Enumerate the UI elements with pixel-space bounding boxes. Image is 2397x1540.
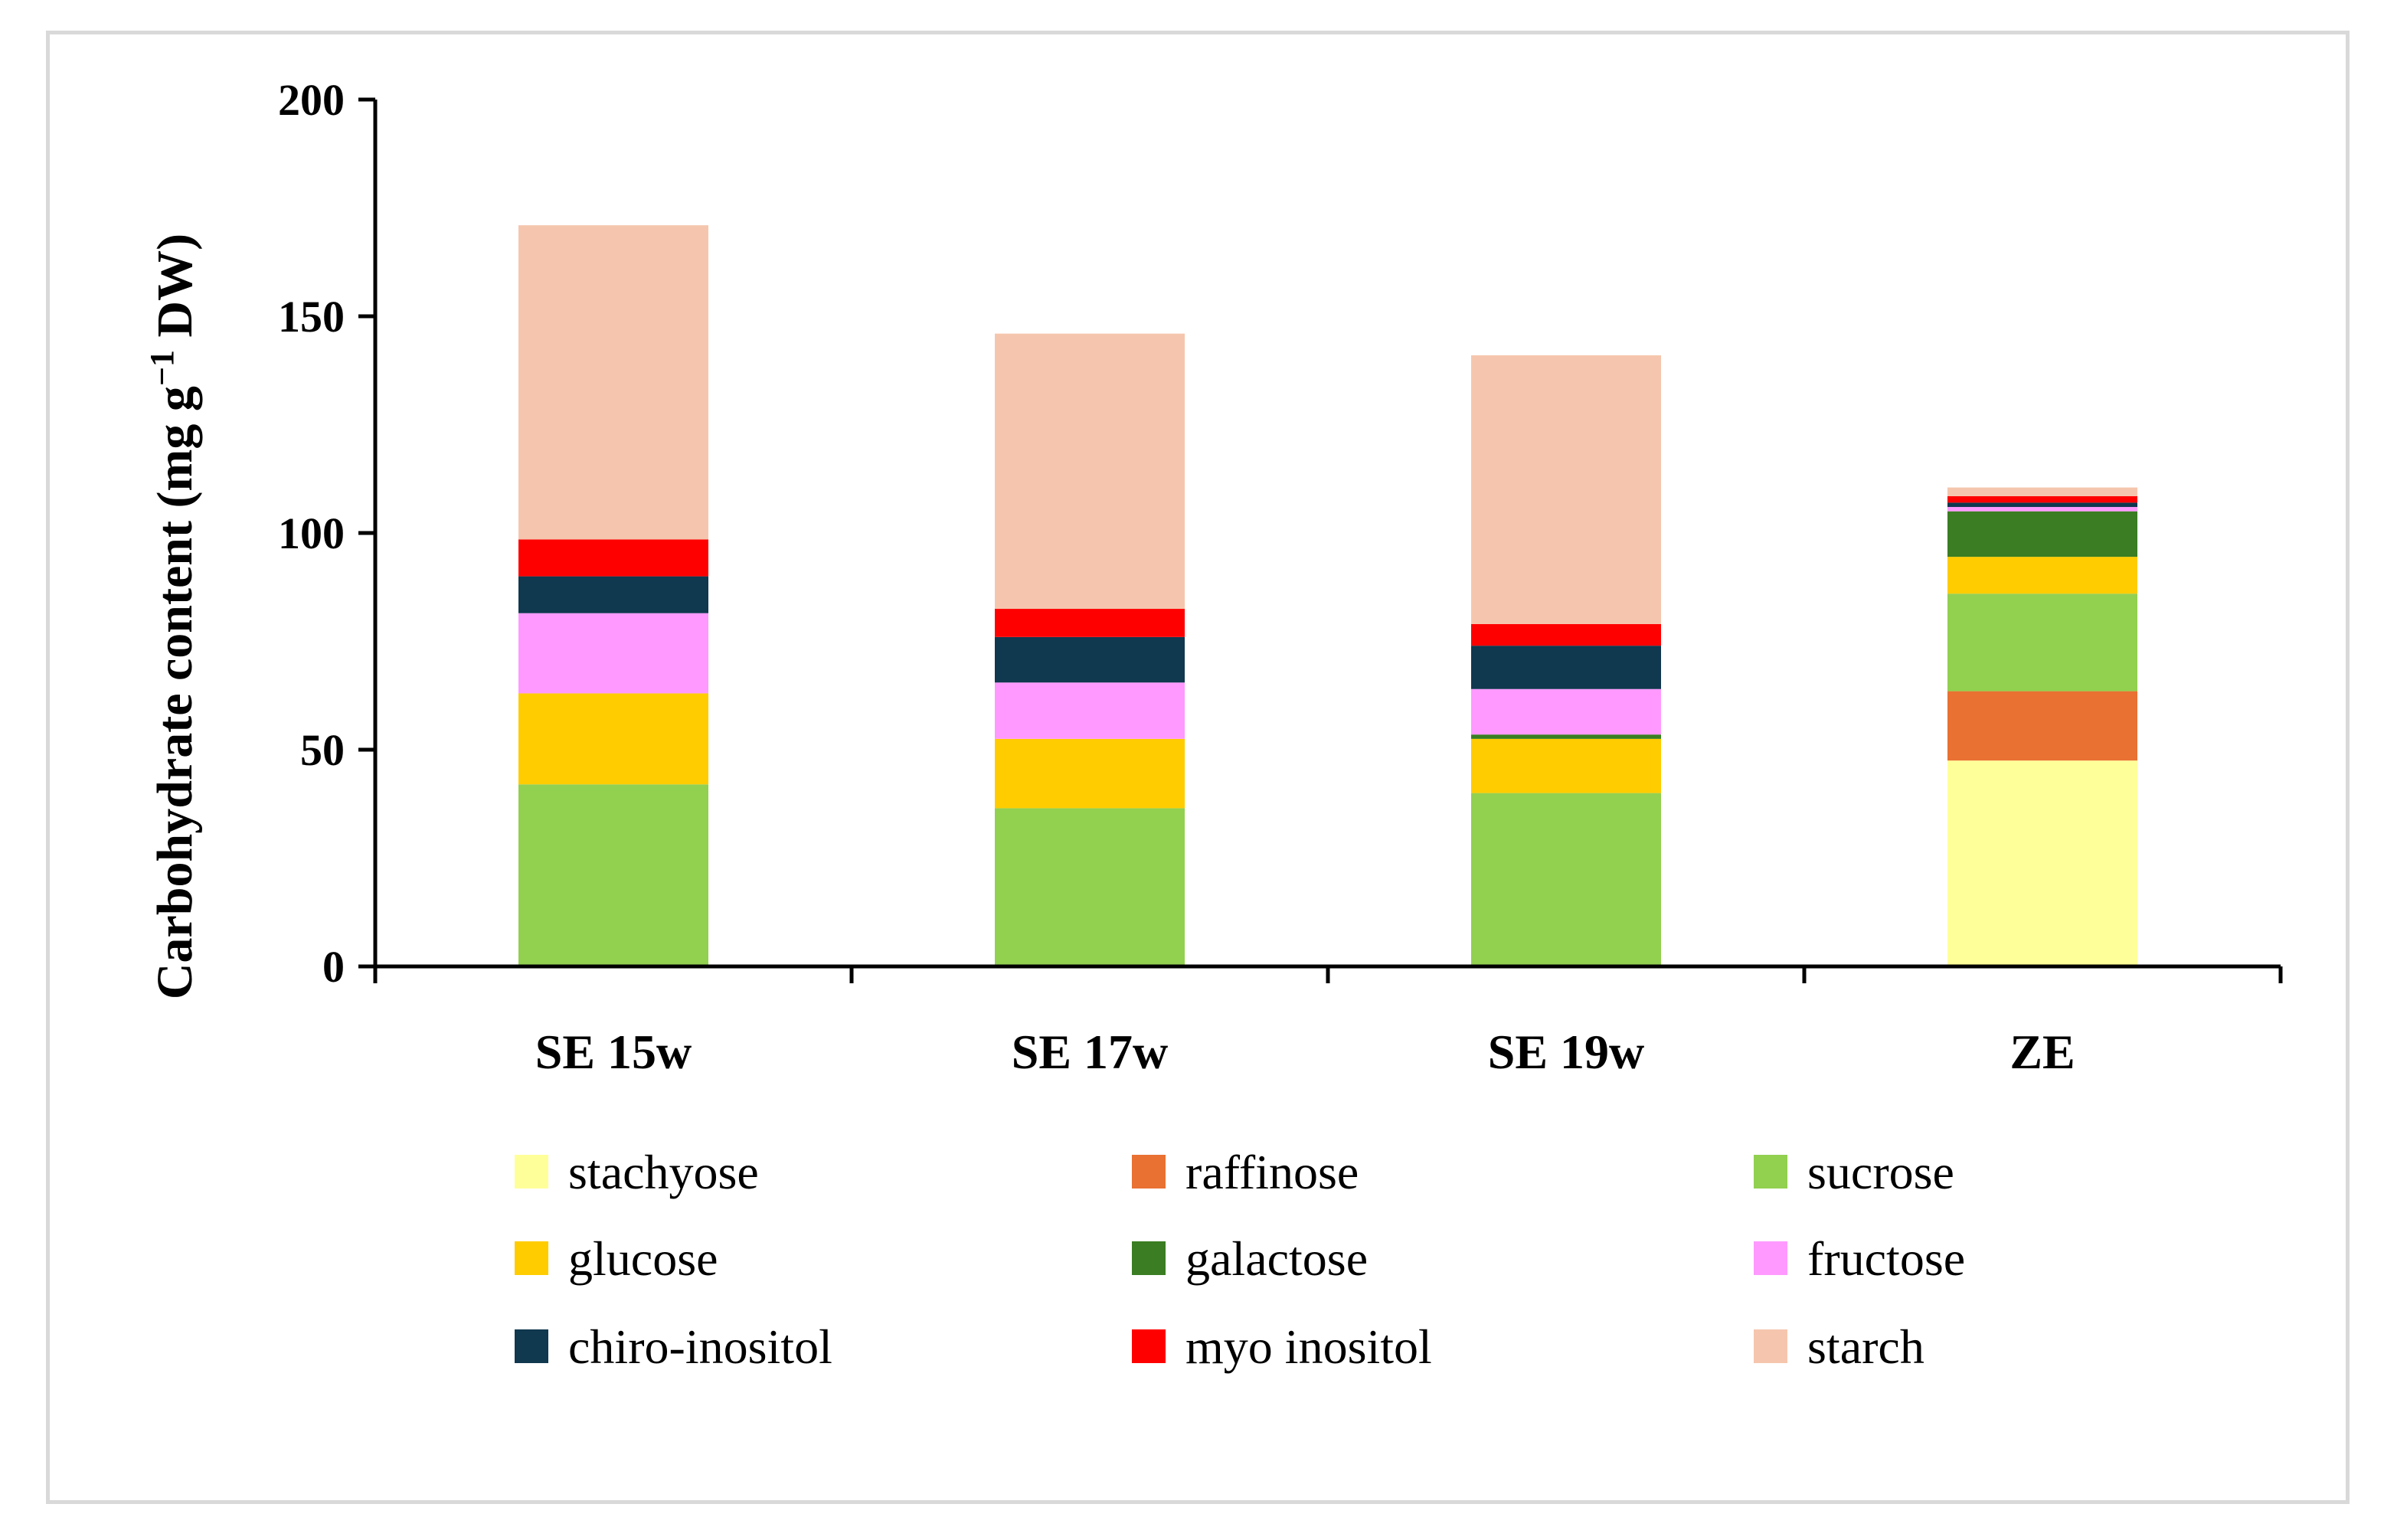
legend-swatch-myo-inositol: [1132, 1329, 1166, 1363]
bar-segment-chiro-inositol-se-15w: [518, 576, 708, 613]
y-tick-label: 150: [278, 292, 345, 342]
bar-segment-glucose-se-17w: [995, 738, 1185, 809]
bar-segment-starch-se-17w: [995, 333, 1185, 610]
legend-label-sucrose: sucrose: [1807, 1145, 1954, 1199]
bar-segment-chiro-inositol-ze: [1947, 502, 2137, 508]
bar-segment-myo-inositol-se-17w: [995, 609, 1185, 637]
legend-label-stachyose: stachyose: [568, 1145, 759, 1199]
x-tick-label: SE 17w: [1012, 1025, 1169, 1079]
legend-label-starch: starch: [1807, 1319, 1924, 1374]
bar-segment-starch-se-15w: [518, 225, 708, 540]
y-axis-label-group: Carbohydrate content (mg g−1 DW): [143, 234, 204, 999]
y-tick-label: 50: [300, 725, 345, 775]
legend-label-myo-inositol: myo inositol: [1185, 1319, 1432, 1374]
bar-segment-fructose-se-17w: [995, 682, 1185, 739]
legend-label-raffinose: raffinose: [1185, 1145, 1359, 1199]
bar-segment-glucose-se-19w: [1471, 738, 1661, 793]
legend-label-fructose: fructose: [1807, 1231, 1965, 1286]
bar-segment-fructose-se-15w: [518, 613, 708, 694]
legend-swatch-sucrose: [1754, 1155, 1787, 1189]
legend-swatch-fructose: [1754, 1241, 1787, 1275]
legend-label-glucose: glucose: [568, 1231, 718, 1286]
bar-segment-fructose-ze: [1947, 507, 2137, 512]
x-tick-label: SE 19w: [1488, 1025, 1645, 1079]
bar-segment-glucose-ze: [1947, 557, 2137, 594]
bar-segment-myo-inositol-ze: [1947, 495, 2137, 503]
bar-segment-chiro-inositol-se-17w: [995, 636, 1185, 683]
y-tick-label: 0: [322, 942, 345, 992]
x-tick-label: ZE: [2009, 1025, 2075, 1079]
y-axis-label-suffix: DW): [147, 234, 203, 350]
legend-swatch-raffinose: [1132, 1155, 1166, 1189]
y-tick-label: 200: [278, 75, 345, 125]
bar-segment-chiro-inositol-se-19w: [1471, 646, 1661, 689]
legend: stachyose raffinose sucrose glucose galactos…: [515, 1145, 1965, 1374]
y-axis-label: Carbohydrate content (mg g−1 DW): [143, 234, 204, 999]
bar-segment-myo-inositol-se-19w: [1471, 623, 1661, 646]
bar-segment-glucose-se-15w: [518, 693, 708, 785]
legend-label-galactose: galactose: [1185, 1231, 1368, 1286]
legend-swatch-starch: [1754, 1329, 1787, 1363]
legend-label-chiro-inositol: chiro-inositol: [568, 1319, 832, 1374]
bar-segment-myo-inositol-se-15w: [518, 539, 708, 577]
legend-swatch-chiro-inositol: [515, 1329, 548, 1363]
y-axis-label-main: Carbohydrate content (mg g: [147, 386, 203, 999]
legend-swatch-stachyose: [515, 1155, 548, 1189]
bar-segment-raffinose-ze: [1947, 691, 2137, 761]
x-tick-label: SE 15w: [535, 1025, 692, 1079]
bar-segment-sucrose-se-19w: [1471, 793, 1661, 966]
bar-segment-sucrose-se-17w: [995, 808, 1185, 966]
y-axis-label-superscript: −1: [143, 350, 181, 386]
y-tick-label: 100: [278, 508, 345, 558]
bar-segment-starch-se-19w: [1471, 355, 1661, 624]
bars-layer: [518, 225, 2137, 966]
legend-swatch-galactose: [1132, 1241, 1166, 1275]
axes-layer: SE 15w SE 17w SE 19w ZE 0 50 100 150 200: [278, 75, 2283, 1079]
bar-segment-galactose-ze: [1947, 511, 2137, 557]
bar-segment-starch-ze: [1947, 487, 2137, 496]
legend-swatch-glucose: [515, 1241, 548, 1275]
bar-segment-sucrose-se-15w: [518, 784, 708, 966]
bar-segment-sucrose-ze: [1947, 593, 2137, 692]
bar-segment-galactose-se-19w: [1471, 734, 1661, 739]
bar-segment-stachyose-ze: [1947, 760, 2137, 966]
bar-segment-fructose-se-19w: [1471, 688, 1661, 735]
